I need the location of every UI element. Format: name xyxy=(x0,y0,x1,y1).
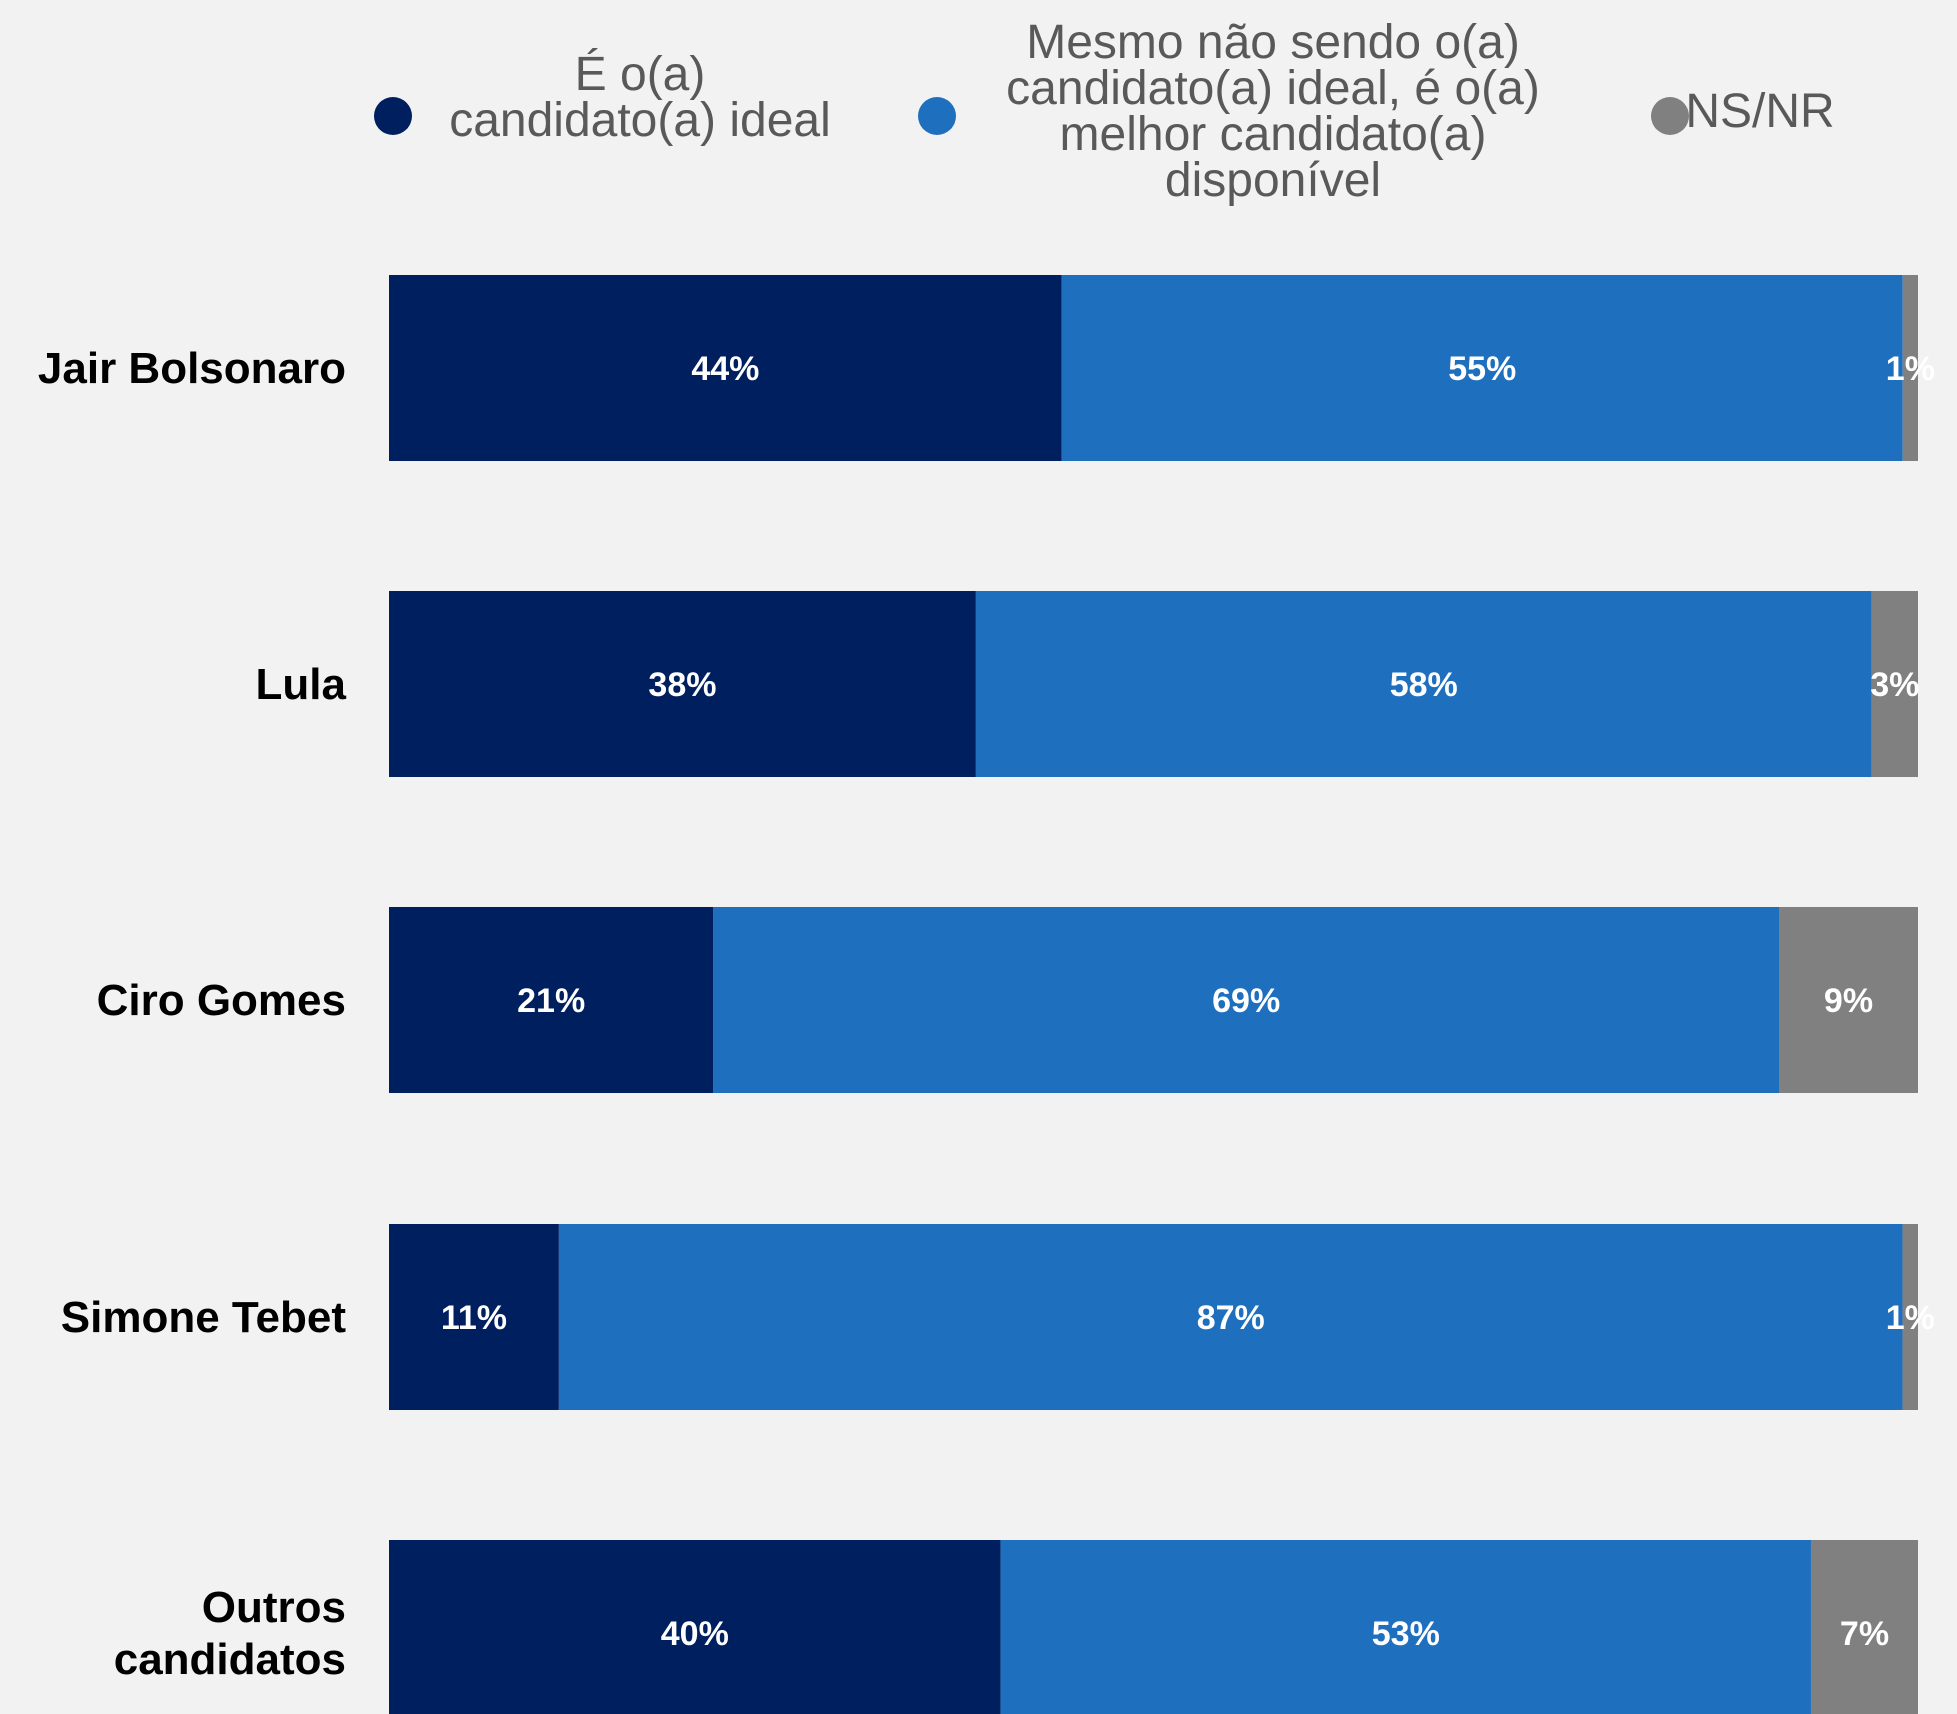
bar-segment xyxy=(713,907,1780,1093)
bar-segment xyxy=(1902,1224,1918,1410)
bar-segment xyxy=(1000,1540,1811,1714)
bar-segment xyxy=(1902,275,1918,461)
data-label: 3% xyxy=(1870,666,1919,704)
data-label: 1% xyxy=(1886,1299,1935,1337)
legend-item: NS/NR xyxy=(1651,85,1835,138)
legend-marker xyxy=(374,97,412,135)
data-label: 9% xyxy=(1824,982,1873,1020)
data-label: 44% xyxy=(691,350,759,388)
data-label: 7% xyxy=(1840,1615,1889,1653)
bar-segment xyxy=(389,907,714,1093)
data-label: 1% xyxy=(1886,350,1935,388)
bar-segment xyxy=(1779,907,1918,1093)
category-label: Simone Tebet xyxy=(61,1293,347,1342)
bar-segment xyxy=(975,591,1872,777)
data-label: 11% xyxy=(441,1299,507,1337)
legend-label: É o(a) candidato(a) ideal xyxy=(449,48,831,147)
category-label: Jair Bolsonaro xyxy=(38,344,346,393)
legend: É o(a) candidato(a) ideal Mesmo não sendo … xyxy=(374,16,1835,207)
bar-segment xyxy=(389,1540,1001,1714)
legend-marker xyxy=(1651,97,1689,135)
legend-item: É o(a) candidato(a) ideal xyxy=(374,48,831,147)
bar-segment xyxy=(1810,1540,1918,1714)
legend-label: NS/NR xyxy=(1685,85,1834,138)
data-label: 55% xyxy=(1448,350,1516,388)
bars xyxy=(389,275,1918,1714)
bar-segment xyxy=(1061,275,1903,461)
data-label: 87% xyxy=(1197,1299,1265,1337)
data-label: 69% xyxy=(1212,982,1280,1020)
category-label: Outros candidatos xyxy=(114,1583,346,1684)
data-label: 21% xyxy=(517,982,585,1020)
bar-segment xyxy=(389,591,976,777)
category-labels: Jair Bolsonaro Lula Ciro Gomes Simone Tebet… xyxy=(38,344,347,1684)
bar-segment xyxy=(1871,591,1918,777)
data-labels: 44% 55% 1% 38% 58% 3% 21% 69% 9% 11% 87% 1% 40% 53% 7% xyxy=(441,350,1935,1653)
bar-segment xyxy=(389,275,1062,461)
data-label: 58% xyxy=(1390,666,1458,704)
data-label: 38% xyxy=(648,666,716,704)
category-label: Ciro Gomes xyxy=(97,976,346,1025)
data-label: 40% xyxy=(661,1615,729,1653)
data-label: 53% xyxy=(1372,1615,1440,1653)
legend-label: Mesmo não sendo o(a) candidato(a) ideal, … xyxy=(1006,16,1540,207)
bar-segment xyxy=(558,1224,1903,1410)
category-label: Lula xyxy=(256,660,347,709)
bar-segment xyxy=(389,1224,559,1410)
legend-marker xyxy=(918,97,956,135)
legend-item: Mesmo não sendo o(a) candidato(a) ideal, … xyxy=(918,16,1540,207)
